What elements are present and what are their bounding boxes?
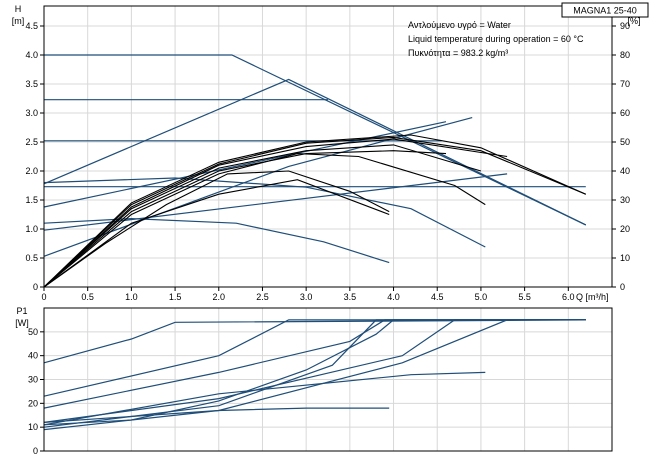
x-tick-label: 2.0 (213, 292, 226, 302)
x-tick-label: 3.5 (344, 292, 357, 302)
eta-y-tick-label: 10 (620, 253, 630, 263)
head-y-tick-label: 4.5 (25, 21, 38, 31)
head-y-axis-label: H (15, 4, 22, 14)
head-series-11 (43, 134, 587, 288)
head-y-tick-label: 2.0 (25, 166, 38, 176)
power-y-tick-label: 10 (28, 422, 38, 432)
head-series-10 (43, 217, 390, 264)
head-y-tick-label: 1.5 (25, 195, 38, 205)
note-temperature: Liquid temperature during operation = 60… (408, 34, 584, 44)
head-series-group (43, 54, 587, 288)
labels-group: 0 0.5 1.0 1.5 2.0 2.5 3.0 3.5 4.0 4.5 0 10 20 30 40 50 6… (12, 4, 641, 456)
eta-y-tick-label: 50 (620, 137, 630, 147)
head-series-14 (43, 144, 482, 288)
head-series-1 (44, 54, 587, 226)
power-series-group (43, 319, 586, 431)
power-y-axis-label: P1 (16, 306, 27, 316)
eta-y-tick-label: 80 (620, 50, 630, 60)
model-name: MAGNA1 25-40 (573, 6, 637, 16)
power-y-tick-label: 20 (28, 398, 38, 408)
head-series-9 (43, 177, 486, 248)
head-series-17 (43, 179, 390, 288)
eta-y-tick-label: 40 (620, 166, 630, 176)
head-y-tick-label: 0 (33, 282, 38, 292)
x-tick-label: 2.5 (256, 292, 269, 302)
x-tick-label: 5.0 (475, 292, 488, 302)
power-y-tick-label: 0 (33, 446, 38, 456)
head-series-13 (43, 138, 508, 288)
eta-y-tick-label: 60 (620, 108, 630, 118)
x-tick-label: 1.0 (125, 292, 138, 302)
head-series-18 (43, 170, 390, 288)
power-series-3 (43, 319, 586, 409)
head-y-tick-label: 0.5 (25, 253, 38, 263)
head-series-16 (43, 153, 486, 288)
power-series-4 (43, 319, 586, 426)
head-y-tick-label: 2.5 (25, 137, 38, 147)
head-series-8 (43, 117, 473, 257)
eta-y-tick-label: 70 (620, 79, 630, 89)
eta-y-tick-label: 30 (620, 195, 630, 205)
x-tick-label: 1.5 (169, 292, 182, 302)
head-y-tick-label: 1.0 (25, 224, 38, 234)
head-y-tick-label: 3.0 (25, 108, 38, 118)
x-tick-label: 0 (41, 292, 46, 302)
x-tick-label: 6.0 (562, 292, 575, 302)
note-density: Πυκνότητα = 983.2 kg/m³ (408, 48, 508, 58)
eta-y-tick-label: 0 (620, 282, 625, 292)
head-series-12 (43, 136, 587, 288)
x-tick-label: 5.5 (518, 292, 531, 302)
power-series-8 (43, 371, 486, 426)
power-series-5 (43, 319, 586, 428)
head-y-tick-label: 3.5 (25, 79, 38, 89)
power-series-9 (43, 407, 390, 423)
eta-y-axis-unit: [%] (627, 16, 640, 26)
model-box (561, 2, 649, 18)
x-tick-label: 0.5 (81, 292, 94, 302)
x-axis-label: Q [m³/h] (576, 292, 609, 302)
power-y-axis-unit: [W] (15, 318, 29, 328)
head-series-5 (43, 78, 587, 226)
power-y-tick-label: 30 (28, 375, 38, 385)
x-tick-label: 4.5 (431, 292, 444, 302)
power-y-tick-label: 50 (28, 327, 38, 337)
head-y-axis-unit: [m] (12, 16, 25, 26)
eta-y-tick-label: 20 (620, 224, 630, 234)
power-y-tick-label: 40 (28, 351, 38, 361)
eta-y-tick-label: 90 (620, 21, 630, 31)
power-series-7 (43, 319, 586, 431)
head-plot-frame (43, 5, 613, 288)
x-tick-label: 3.0 (300, 292, 313, 302)
note-fluid: Αντλούμενο υγρό = Water (408, 20, 511, 30)
x-tick-label: 4.0 (387, 292, 400, 302)
head-y-tick-label: 4.0 (25, 50, 38, 60)
power-series-1 (43, 319, 586, 364)
axes-group (40, 5, 616, 452)
head-series-6 (43, 121, 447, 208)
power-grid (43, 308, 612, 452)
power-series-6 (43, 319, 586, 423)
